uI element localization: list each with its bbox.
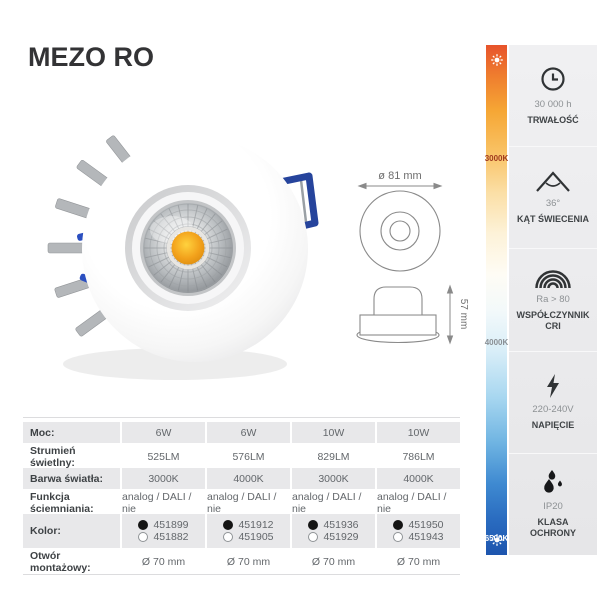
feature-value: 36° bbox=[545, 198, 561, 210]
table-cell: 3000K bbox=[122, 468, 205, 489]
table-cell: 6W bbox=[122, 422, 205, 443]
page-title: MEZO RO bbox=[28, 42, 154, 72]
table-cell: 3000K bbox=[292, 468, 375, 489]
product-code: 451882 bbox=[153, 531, 189, 543]
table-cell: 525LM bbox=[147, 451, 180, 463]
black-color-dot bbox=[308, 519, 319, 530]
feature-value: 220-240V bbox=[532, 404, 574, 416]
white-color-dot bbox=[393, 532, 404, 543]
feature-ip-class: IP20 KLASA OCHRONY bbox=[509, 452, 597, 555]
feature-label: NAPIĘCIE bbox=[531, 420, 575, 431]
product-code: 451936 bbox=[323, 518, 359, 531]
height-dimension-label: 57 mm bbox=[458, 299, 469, 330]
feature-lifetime: 30 000 h TRWAŁOŚĆ bbox=[509, 45, 597, 146]
product-code: 451899 bbox=[153, 518, 189, 531]
diameter-dimension-line bbox=[357, 182, 443, 190]
table-cell-color: 451912 451905 bbox=[207, 514, 290, 548]
black-color-dot bbox=[393, 519, 404, 530]
product-code: 451943 bbox=[408, 531, 444, 543]
table-row-kolor: Kolor: 451899 451882 451912 451905 45193… bbox=[23, 514, 460, 548]
table-cell: 576LM bbox=[232, 451, 265, 463]
spec-table: Moc: 6W 6W 10W 10W Strumień świetlny: 52… bbox=[23, 417, 460, 575]
row-label: Moc: bbox=[23, 422, 120, 443]
row-label: Strumień świetlny: bbox=[30, 445, 76, 469]
product-code: 451950 bbox=[408, 518, 444, 531]
table-cell: analog / DALI / nie bbox=[207, 491, 277, 515]
white-color-dot bbox=[308, 532, 319, 543]
temp-label-4000k: 4000K bbox=[484, 338, 509, 347]
led-frame bbox=[166, 226, 210, 270]
table-cell: 10W bbox=[292, 422, 375, 443]
features-panel: 30 000 h TRWAŁOŚĆ 36° KĄT ŚWIECENIA Ra >… bbox=[509, 45, 597, 555]
feature-value: Ra > 80 bbox=[536, 293, 570, 305]
cri-arcs-icon bbox=[535, 270, 571, 288]
table-cell: Ø 70 mm bbox=[141, 556, 186, 568]
table-cell: Ø 70 mm bbox=[311, 556, 356, 568]
table-cell: 4000K bbox=[377, 468, 460, 489]
feature-cri: Ra > 80 WSPÓŁCZYNNIK CRI bbox=[509, 248, 597, 350]
feature-label: WSPÓŁCZYNNIK CRI bbox=[516, 309, 590, 331]
table-row-otwor: Otwór montażowy: Ø 70 mm Ø 70 mm Ø 70 mm… bbox=[23, 550, 460, 574]
white-color-dot bbox=[223, 532, 234, 543]
table-cell-color: 451899 451882 bbox=[122, 514, 205, 548]
feature-voltage: 220-240V NAPIĘCIE bbox=[509, 350, 597, 453]
table-cell: 829LM bbox=[317, 451, 350, 463]
side-view-drawing bbox=[356, 286, 440, 344]
row-label: Kolor: bbox=[23, 514, 120, 548]
feature-label: KĄT ŚWIECENIA bbox=[517, 214, 589, 225]
led-chip bbox=[171, 231, 205, 265]
row-label: Otwór montażowy: bbox=[30, 550, 91, 574]
table-cell: Ø 70 mm bbox=[396, 556, 441, 568]
color-temperature-bar: 3000K 4000K 6500K bbox=[485, 45, 508, 555]
height-dimension-line bbox=[446, 284, 454, 345]
diameter-dimension-label: ø 81 mm bbox=[378, 170, 421, 182]
table-cell-color: 451936 451929 bbox=[292, 514, 375, 548]
dimension-drawings: ø 81 mm 57 mm bbox=[356, 170, 469, 345]
lightning-icon bbox=[547, 374, 559, 399]
table-cell: analog / DALI / nie bbox=[292, 491, 362, 515]
product-code: 451905 bbox=[238, 531, 274, 543]
white-color-dot bbox=[138, 532, 149, 543]
feature-value: 30 000 h bbox=[534, 99, 572, 111]
table-cell: Ø 70 mm bbox=[226, 556, 271, 568]
product-photo bbox=[47, 135, 319, 380]
table-cell-color: 451950 451943 bbox=[377, 514, 460, 548]
table-cell: 10W bbox=[377, 422, 460, 443]
table-row-strumien: Strumień świetlny: 525LM 576LM 829LM 786… bbox=[23, 445, 460, 469]
table-cell: analog / DALI / nie bbox=[122, 491, 192, 515]
sun-icon bbox=[490, 54, 503, 66]
feature-value: IP20 bbox=[543, 501, 563, 513]
feature-beam-angle: 36° KĄT ŚWIECENIA bbox=[509, 146, 597, 248]
product-code: 451929 bbox=[323, 531, 359, 543]
black-color-dot bbox=[223, 519, 234, 530]
row-label: Barwa światła: bbox=[23, 468, 120, 489]
black-color-dot bbox=[138, 519, 149, 530]
table-cell: analog / DALI / nie bbox=[377, 491, 447, 515]
feature-label: TRWAŁOŚĆ bbox=[527, 115, 579, 126]
reflector-ridges bbox=[143, 203, 233, 293]
water-drops-icon bbox=[544, 470, 562, 493]
sun-icon bbox=[490, 534, 503, 546]
table-cell: 6W bbox=[207, 422, 290, 443]
top-view-drawing bbox=[359, 190, 441, 272]
table-cell: 786LM bbox=[402, 451, 435, 463]
product-code: 451912 bbox=[238, 518, 274, 531]
table-row-moc: Moc: 6W 6W 10W 10W bbox=[23, 422, 460, 443]
table-row-sciemnianie: Funkcja ściemniania: analog / DALI / nie… bbox=[23, 491, 460, 515]
beam-angle-icon bbox=[536, 171, 570, 192]
table-cell: 4000K bbox=[207, 468, 290, 489]
feature-label: KLASA OCHRONY bbox=[529, 517, 576, 539]
temp-label-3000k: 3000K bbox=[484, 154, 509, 163]
table-row-barwa: Barwa światła: 3000K 4000K 3000K 4000K bbox=[23, 468, 460, 489]
row-label: Funkcja ściemniania: bbox=[30, 491, 94, 515]
clock-icon bbox=[541, 67, 565, 92]
